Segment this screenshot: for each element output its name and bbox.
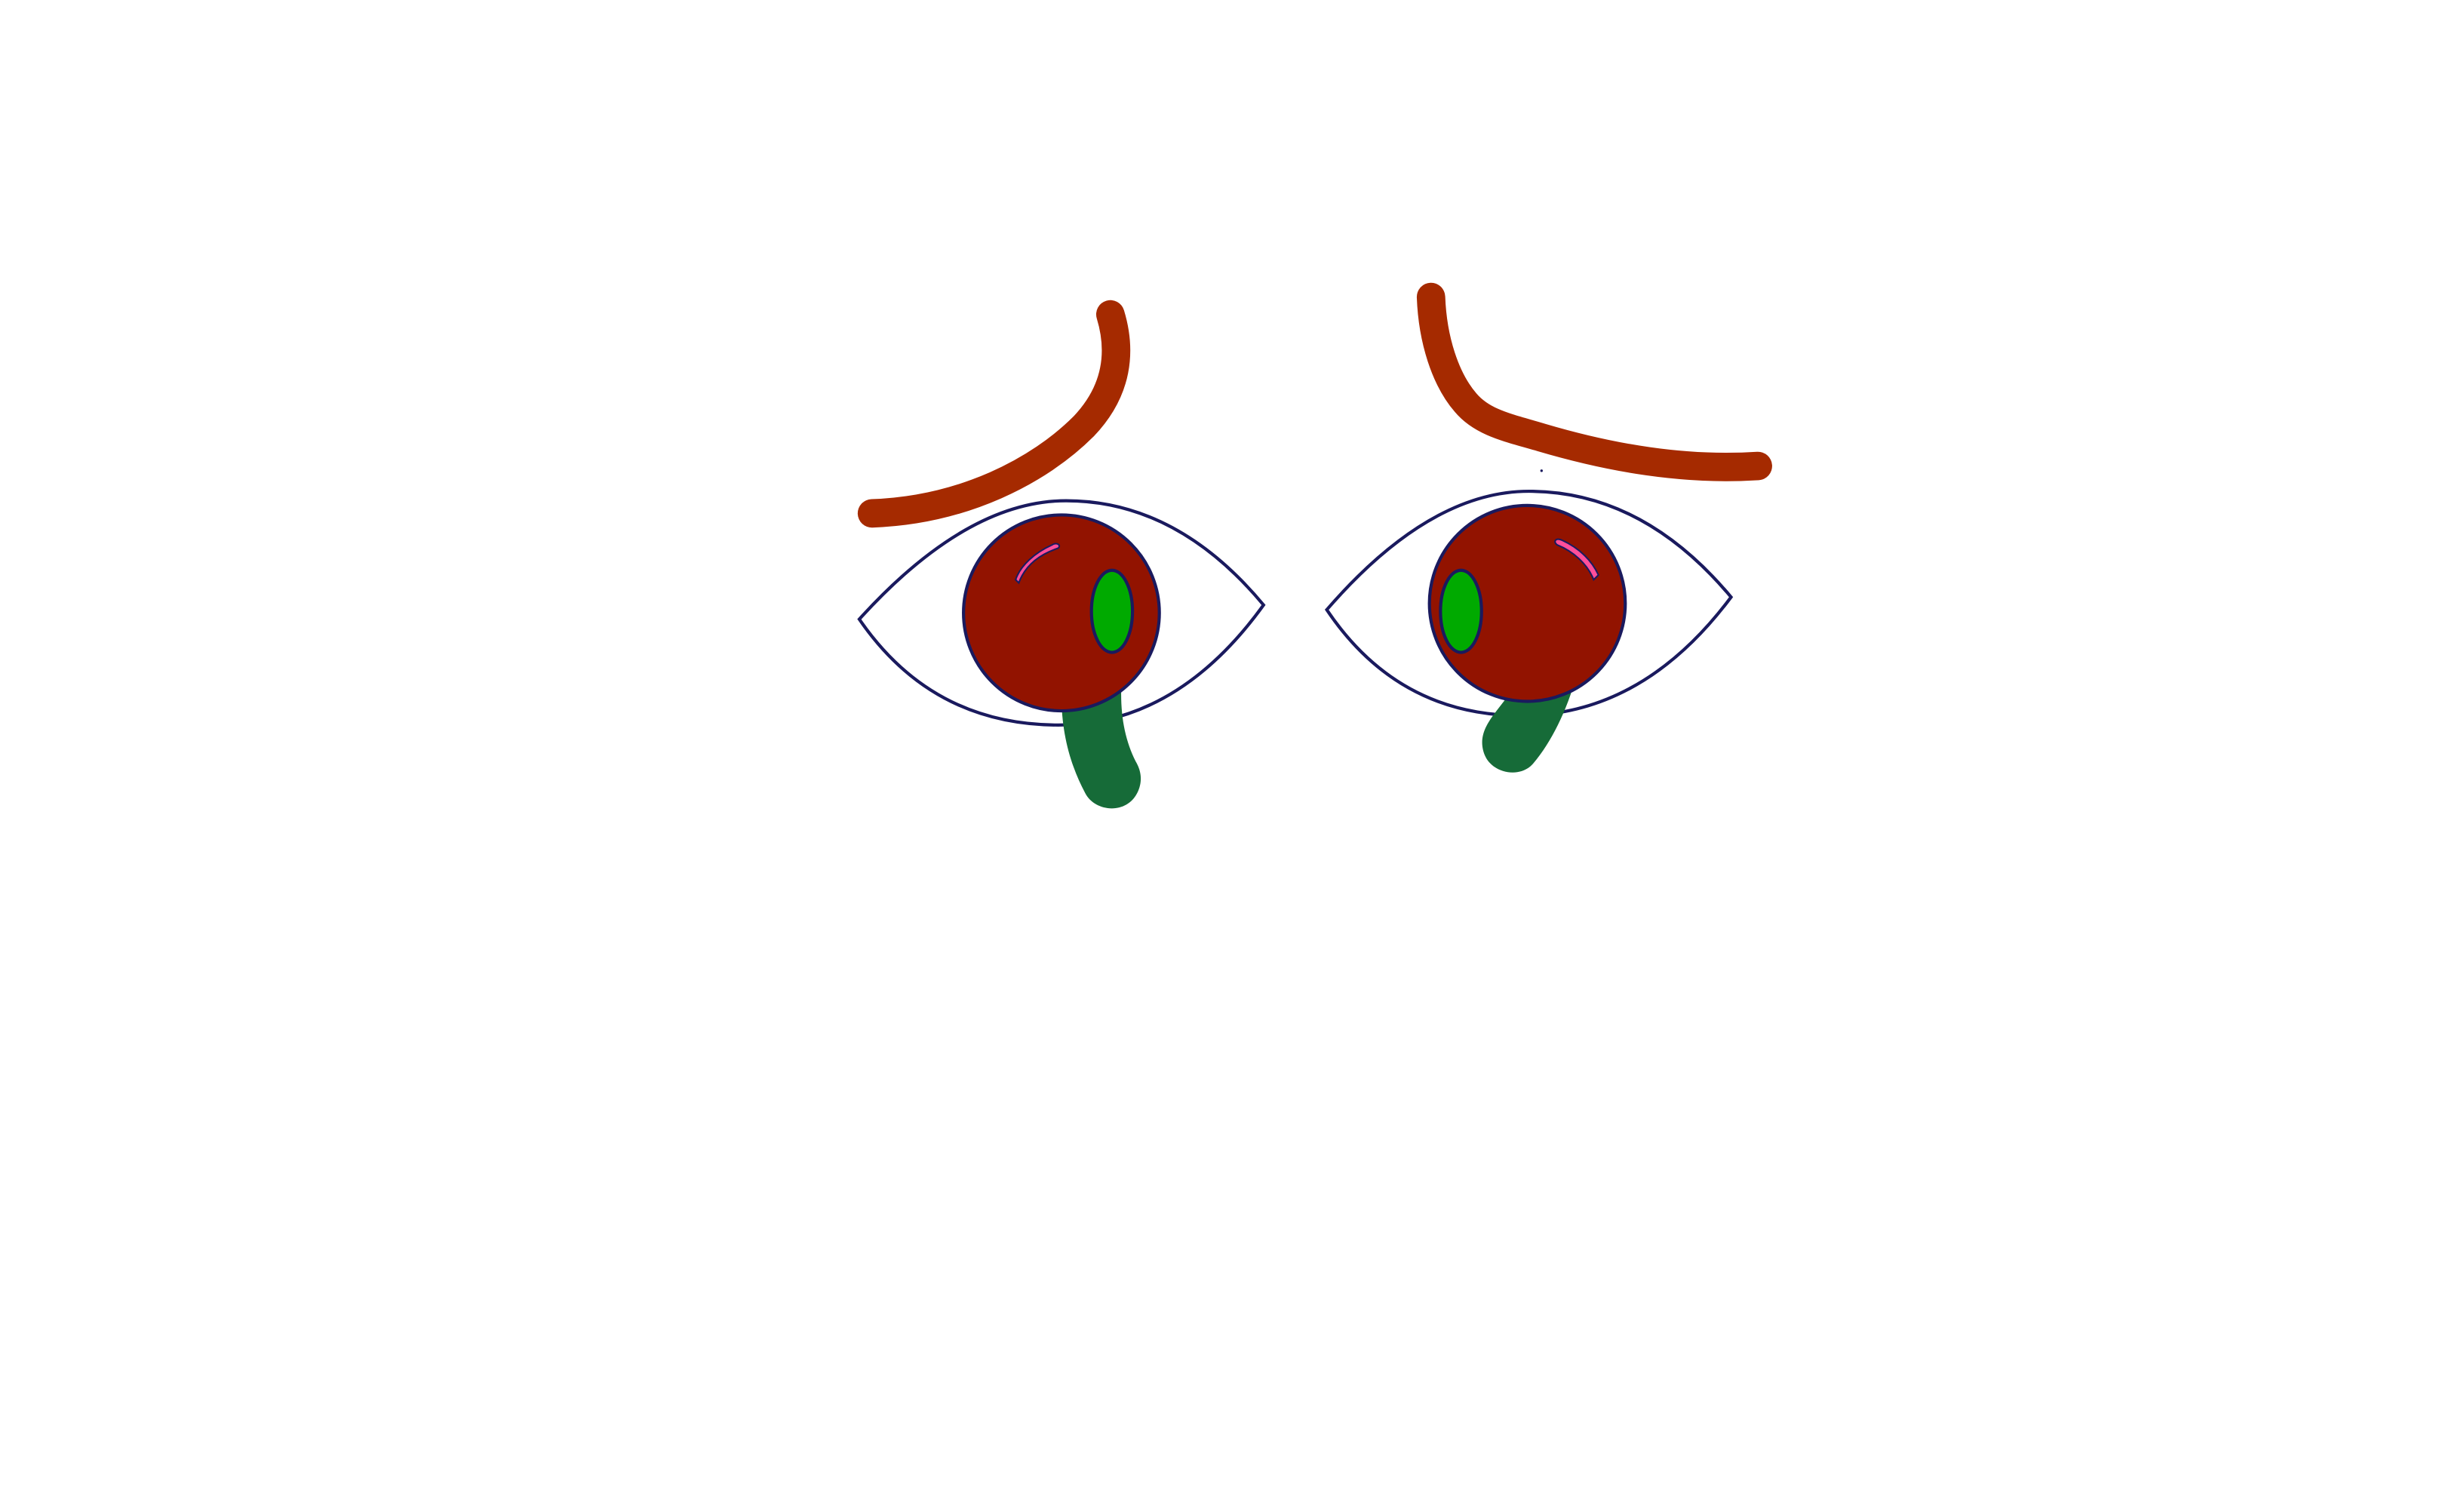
left-pupil	[1089, 568, 1135, 654]
right-highlight	[1554, 538, 1599, 582]
left-iris	[962, 513, 1161, 713]
left-tear	[1061, 682, 1141, 809]
left-eyebrow	[857, 300, 1131, 528]
speck	[1540, 469, 1543, 472]
left-highlight	[1015, 543, 1061, 585]
right-pupil	[1439, 568, 1483, 654]
right-eyebrow	[1416, 282, 1772, 481]
